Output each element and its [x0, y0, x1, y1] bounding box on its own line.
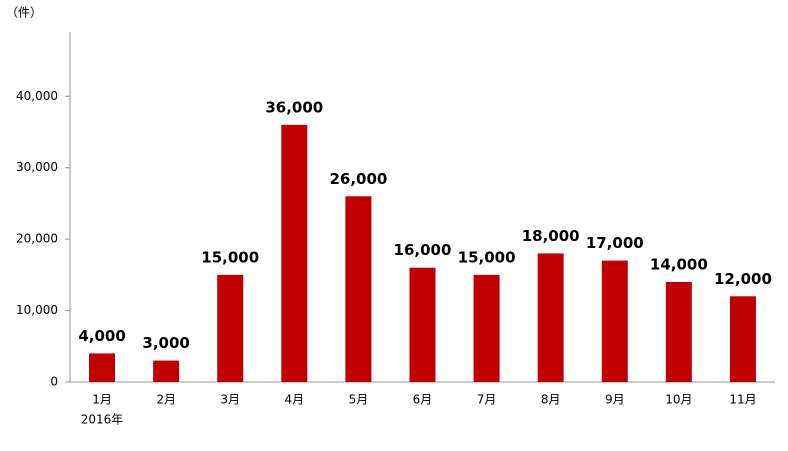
- value-label: 26,000: [329, 170, 387, 188]
- bar: [153, 360, 180, 382]
- x-tick-label: 1月: [92, 393, 112, 407]
- x-group-label: 2016年: [81, 413, 124, 427]
- x-tick-label: 8月: [541, 393, 561, 407]
- bar: [217, 274, 244, 382]
- x-tick-label: 9月: [605, 393, 625, 407]
- value-label: 15,000: [201, 248, 259, 266]
- bar: [473, 274, 500, 382]
- bar: [345, 196, 372, 382]
- bar: [729, 296, 756, 382]
- value-label: 17,000: [586, 234, 644, 252]
- bar: [89, 353, 116, 382]
- x-tick-label: 6月: [413, 393, 433, 407]
- x-tick-label: 2月: [156, 393, 176, 407]
- value-label: 14,000: [650, 256, 708, 274]
- y-unit-label: （件）: [6, 6, 42, 20]
- value-label: 36,000: [265, 98, 323, 116]
- x-tick-label: 11月: [729, 393, 756, 407]
- value-label: 4,000: [78, 327, 125, 345]
- y-tick-label: 20,000: [16, 232, 58, 246]
- x-tick-label: 5月: [349, 393, 369, 407]
- value-label: 18,000: [522, 227, 580, 245]
- bar: [281, 124, 308, 382]
- x-tick-label: 7月: [477, 393, 497, 407]
- bar: [601, 260, 628, 382]
- y-tick-label: 30,000: [16, 160, 58, 174]
- bar: [665, 282, 692, 382]
- y-tick-label: 40,000: [16, 89, 58, 103]
- value-label: 15,000: [458, 248, 516, 266]
- x-tick-label: 10月: [665, 393, 692, 407]
- x-tick-label: 3月: [220, 393, 240, 407]
- value-label: 12,000: [714, 270, 772, 288]
- value-label: 3,000: [142, 334, 189, 352]
- y-tick-label: 0: [50, 375, 58, 389]
- bar: [537, 253, 564, 382]
- bar: [409, 267, 436, 382]
- y-tick-label: 10,000: [16, 303, 58, 317]
- value-label: 16,000: [394, 241, 452, 259]
- x-tick-label: 4月: [284, 393, 304, 407]
